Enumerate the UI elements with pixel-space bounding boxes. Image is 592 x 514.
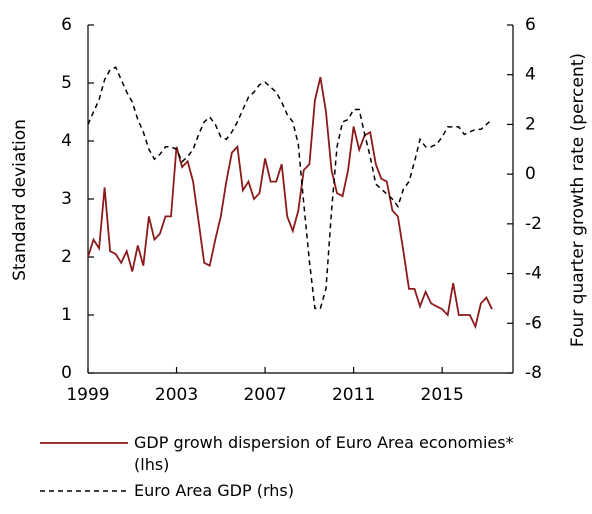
y-axis-label: Standard deviation (10, 119, 30, 281)
y2-tick-label: 6 (525, 15, 536, 35)
y2-tick-label: 4 (525, 65, 536, 85)
y2-tick-label: -4 (525, 264, 542, 284)
y2-axis-label: Four quarter growth rate (percent) (568, 53, 588, 347)
y2-tick-label: -2 (525, 214, 542, 234)
legend-item: GDP growh dispersion of Euro Area econom… (40, 432, 544, 476)
y-tick-label: 4 (61, 131, 72, 151)
y-tick-label: 0 (61, 363, 72, 383)
legend-label: Euro Area GDP (rhs) (134, 481, 294, 500)
legend-swatch (40, 490, 128, 492)
legend: GDP growh dispersion of Euro Area econom… (40, 432, 544, 506)
series-line (87, 66, 493, 310)
legend-label: GDP growh dispersion of Euro Area econom… (134, 433, 514, 474)
y-tick-label: 5 (61, 73, 72, 93)
x-tick-label: 2011 (332, 385, 375, 405)
legend-swatch (40, 442, 128, 444)
y2-tick-label: 2 (525, 114, 536, 134)
y-tick-label: 3 (61, 189, 72, 209)
legend-item: Euro Area GDP (rhs) (40, 480, 544, 502)
y2-tick-label: -6 (525, 313, 542, 333)
x-tick-label: 2015 (421, 385, 464, 405)
y2-tick-label: 0 (525, 164, 536, 184)
x-tick-label: 2007 (243, 385, 286, 405)
x-tick-label: 1999 (66, 385, 109, 405)
y-tick-label: 1 (61, 305, 72, 325)
x-tick-label: 2003 (155, 385, 198, 405)
y2-tick-label: -8 (525, 363, 542, 383)
chart: Standard deviation Four quarter growth r… (10, 15, 588, 405)
series-line (87, 76, 493, 330)
y-tick-label: 6 (61, 15, 72, 35)
y-tick-label: 2 (61, 247, 72, 267)
